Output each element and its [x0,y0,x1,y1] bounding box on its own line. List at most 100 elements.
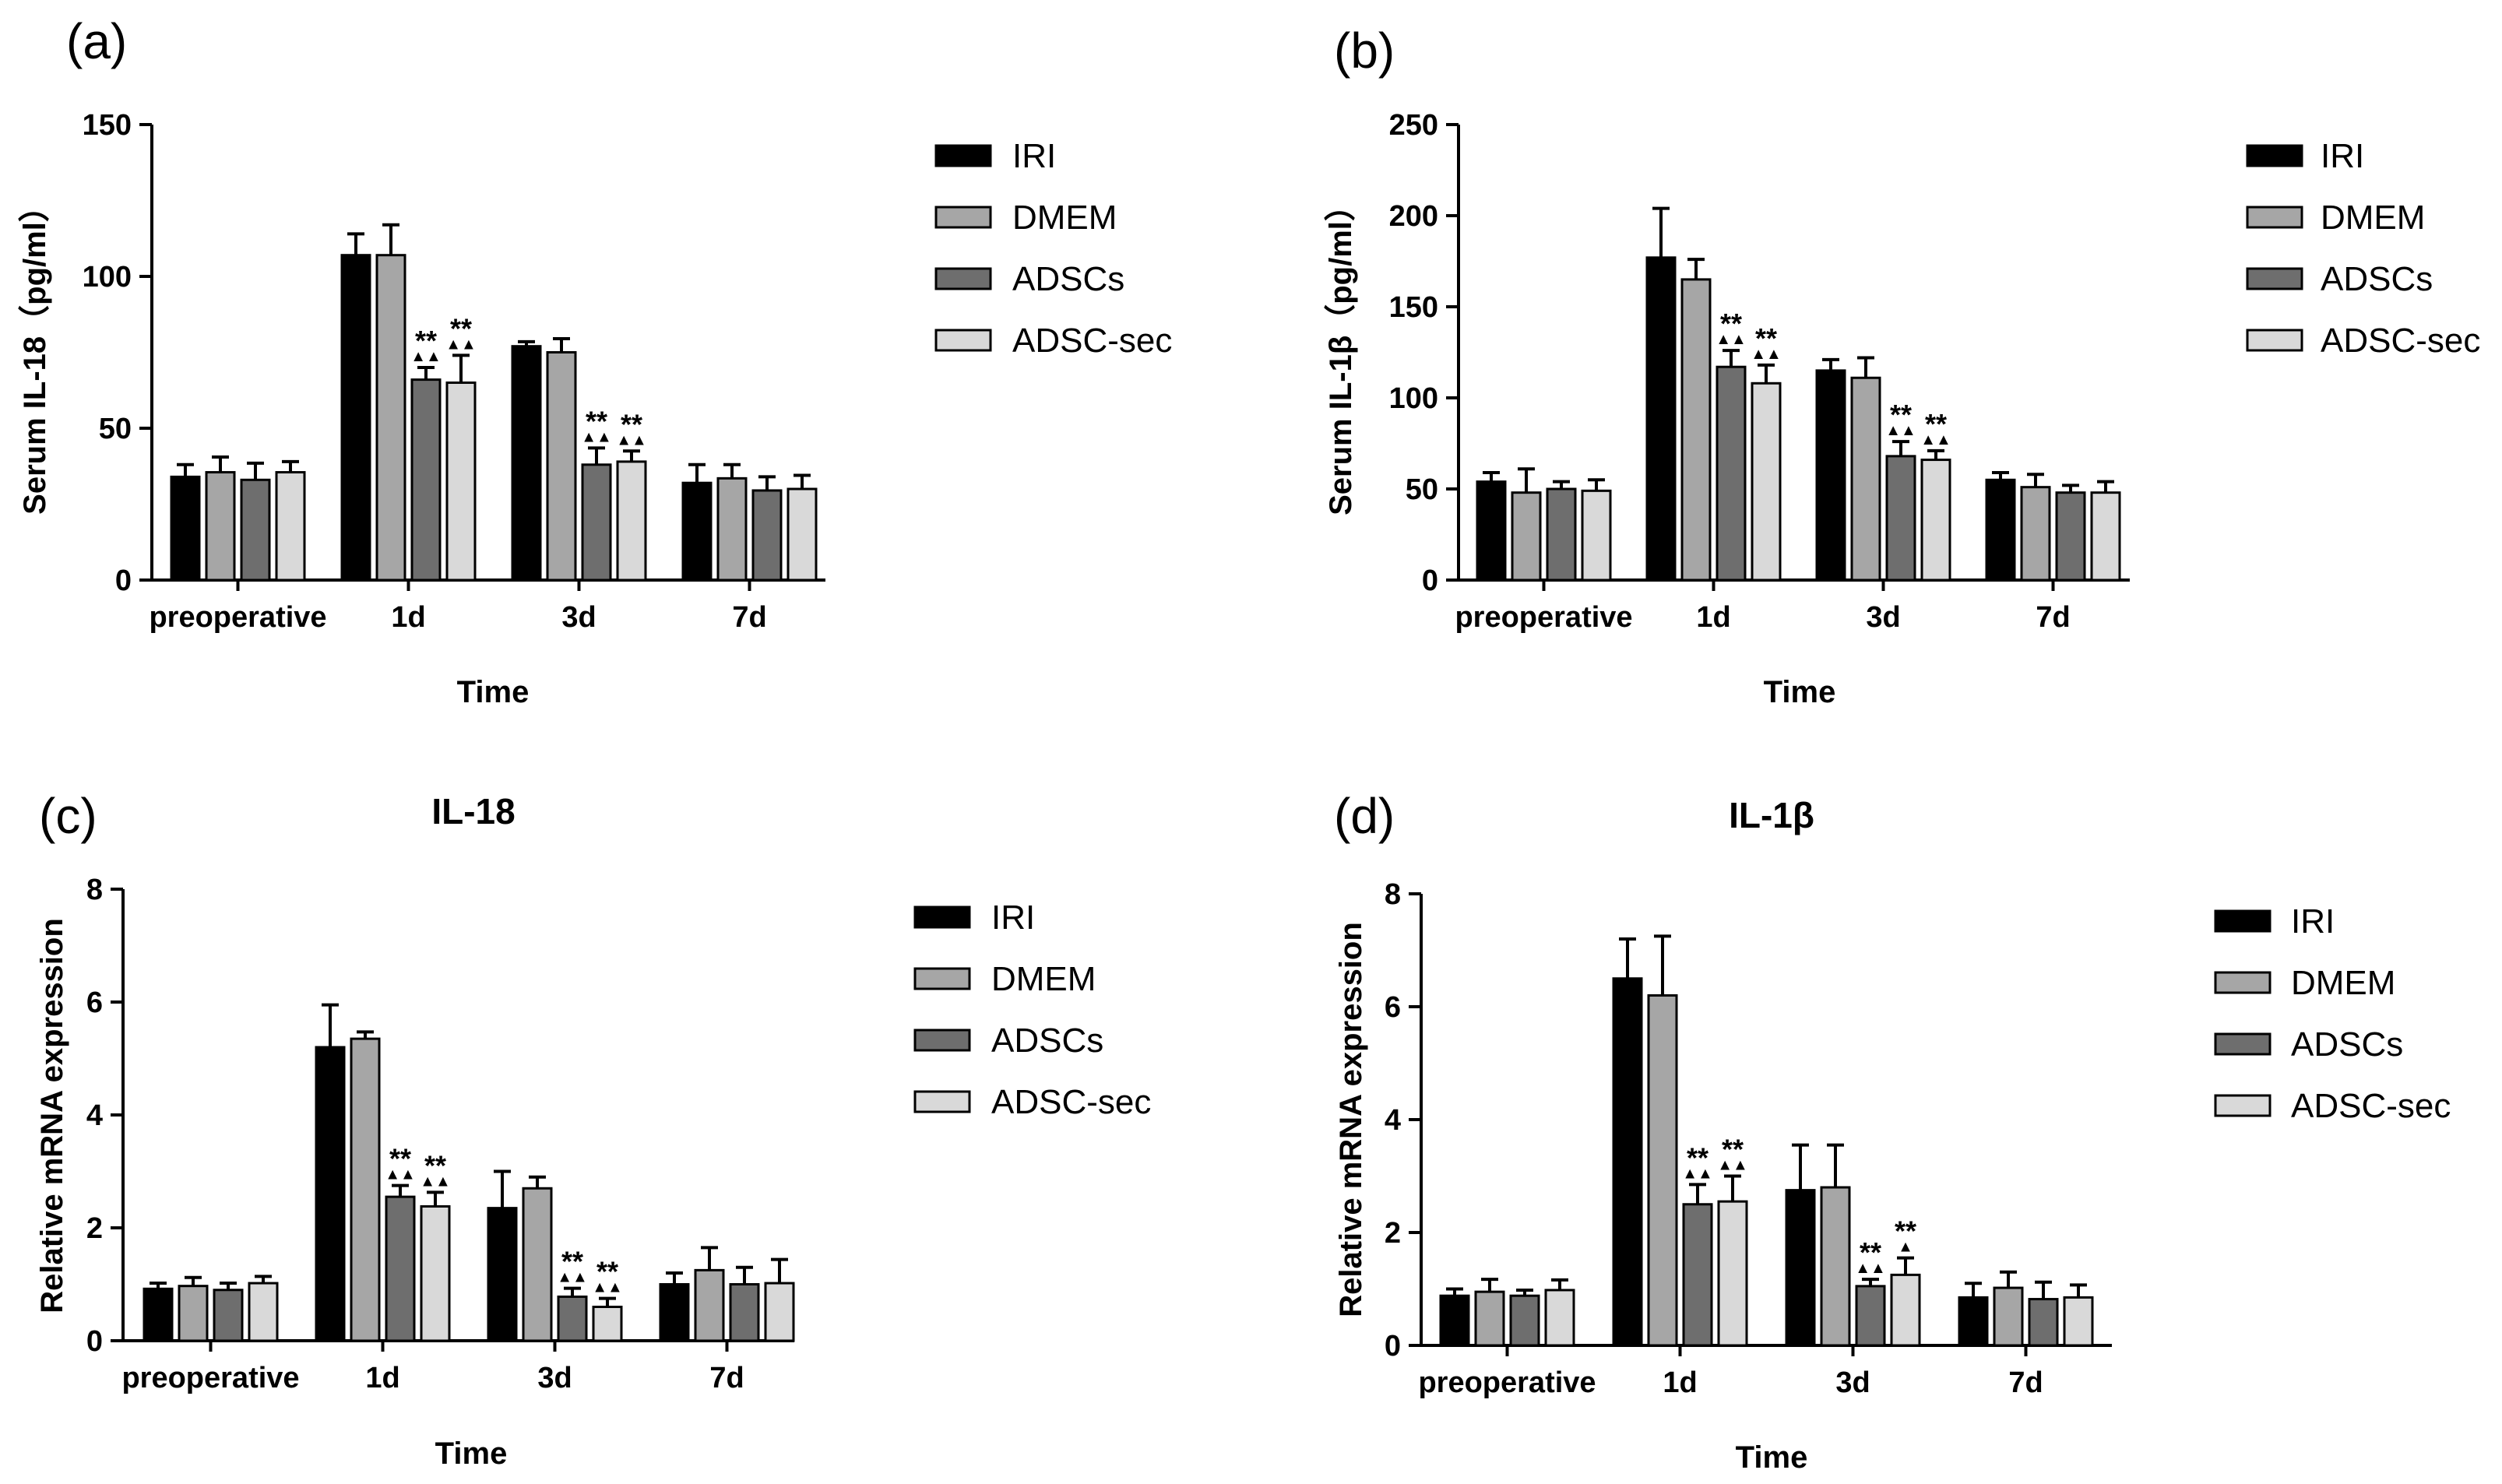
x-tick-label: 7d [2036,601,2070,634]
bar-dmem-1d [350,1037,381,1342]
panel-label-c: (c) [39,788,97,844]
y-tick-label: 100 [1389,382,1438,415]
x-tick-label: 7d [2008,1366,2043,1399]
significance-stars: ** [1860,1236,1881,1268]
significance-triangles: ▲▲ [557,1269,588,1286]
y-axis-label-d: Relative mRNA expression [1334,922,1368,1317]
bar-adsc-sec-3d [1890,1273,1921,1347]
bar-adsc-sec-preoperative [1544,1289,1575,1347]
bar-iri-1d [340,254,371,582]
chart-title-d: IL-1β [1729,795,1814,835]
bar-dmem-7d [1993,1286,2024,1347]
bar-dmem-3d [1820,1186,1851,1347]
y-axis-label-a: Serum IL-18（pg/ml） [18,191,52,515]
significance-stars: ** [1890,399,1912,431]
bar-dmem-1d [1647,994,1678,1347]
x-tick-label: preoperative [121,1362,299,1394]
legend-label-adsc-sec: ADSC-sec [1012,322,1172,360]
legend-swatch-adsc-sec [913,1090,971,1113]
x-tick-label: 3d [537,1362,572,1394]
bar-iri-3d [511,345,542,582]
bar-adsc-sec-7d [2063,1296,2094,1347]
bar-iri-7d [659,1283,690,1342]
x-tick-label: 3d [1835,1366,1870,1399]
legend-label-dmem: DMEM [2321,199,2425,237]
bar-adsc-sec-1d [1717,1200,1748,1347]
bar-adscs-7d [729,1283,760,1342]
bar-adsc-sec-3d [616,460,647,582]
significance-triangles: ▲▲ [420,1173,451,1190]
x-tick-label: 3d [1866,601,1900,634]
significance-stars: ** [586,405,607,437]
x-tick-label: 1d [365,1362,399,1394]
bar-adscs-7d [751,489,783,582]
y-tick-label: 150 [83,109,132,142]
x-axis-label-d: Time [1736,1440,1808,1475]
legend-label-dmem: DMEM [2291,964,2395,1002]
legend-swatch-adsc-sec [934,329,992,352]
significance-triangles: ▲▲ [1855,1260,1886,1277]
bar-iri-preoperative [1439,1294,1470,1347]
bar-adsc-sec-3d [592,1306,623,1342]
significance-triangles: ▲▲ [1682,1165,1713,1182]
x-axis-label-a: Time [457,675,530,709]
bar-dmem-3d [522,1187,553,1342]
legend-label-iri: IRI [991,898,1035,937]
bar-adscs-3d [1855,1285,1886,1347]
bar-dmem-1d [375,254,406,582]
significance-triangles: ▲▲ [445,336,477,353]
significance-triangles: ▲▲ [616,431,647,448]
legend-swatch-adscs [934,267,992,290]
y-axis-label-c: Relative mRNA expression [35,918,69,1313]
legend-swatch-adscs [913,1029,971,1052]
bar-adsc-sec-7d [2090,491,2121,582]
significance-stars: ** [1722,1134,1744,1166]
significance-triangles: ▲ [1898,1239,1913,1256]
y-tick-label: 0 [1422,564,1438,597]
bar-adsc-sec-1d [445,382,477,582]
significance-triangles: ▲▲ [1751,346,1782,363]
y-tick-label: 2 [86,1212,103,1245]
significance-triangles: ▲▲ [581,428,612,445]
y-tick-label: 200 [1389,200,1438,233]
bar-dmem-3d [1850,376,1881,582]
bar-iri-3d [1785,1189,1816,1347]
bar-dmem-preoperative [1511,491,1542,582]
y-tick-label: 50 [1406,473,1438,506]
bar-adscs-preoperative [1509,1294,1540,1347]
bar-iri-7d [1985,478,2016,582]
legend-swatch-iri [934,144,992,167]
bar-adscs-1d [410,378,442,582]
bar-adscs-1d [1682,1203,1713,1347]
bar-iri-1d [315,1046,346,1342]
legend-swatch-iri [2214,909,2272,933]
bar-iri-3d [487,1207,518,1342]
bar-adscs-1d [1716,365,1747,582]
panel-d: (d) IL-1β Relative mRNA expression Time [1334,788,1814,1475]
x-tick-label: 1d [1663,1366,1697,1399]
legend-label-adsc-sec: ADSC-sec [2291,1087,2451,1125]
bar-dmem-7d [2020,486,2051,582]
legend-swatch-dmem [2214,971,2272,994]
significance-stars: ** [1755,322,1777,354]
y-tick-label: 100 [83,261,132,294]
y-tick-label: 6 [86,986,103,1019]
y-axis-label-b: Serum IL-1β（pg/ml） [1324,190,1358,515]
panel-c: (c) IL-18 Relative mRNA expression Time [35,788,516,1471]
legend-swatch-iri [2246,144,2303,167]
bar-dmem-3d [546,351,577,582]
x-tick-label: 7d [709,1362,744,1394]
legend-label-adscs: ADSCs [1012,260,1124,298]
y-tick-label: 0 [86,1325,103,1358]
x-axis-label-c: Time [435,1437,508,1471]
legend-label-adsc-sec: ADSC-sec [2321,322,2480,360]
significance-stars: ** [1720,308,1742,339]
legend-label-adsc-sec: ADSC-sec [991,1083,1151,1121]
significance-stars: ** [1895,1215,1916,1247]
bar-adscs-3d [557,1295,588,1342]
bar-adscs-preoperative [213,1289,244,1342]
significance-triangles: ▲▲ [1717,1157,1748,1174]
